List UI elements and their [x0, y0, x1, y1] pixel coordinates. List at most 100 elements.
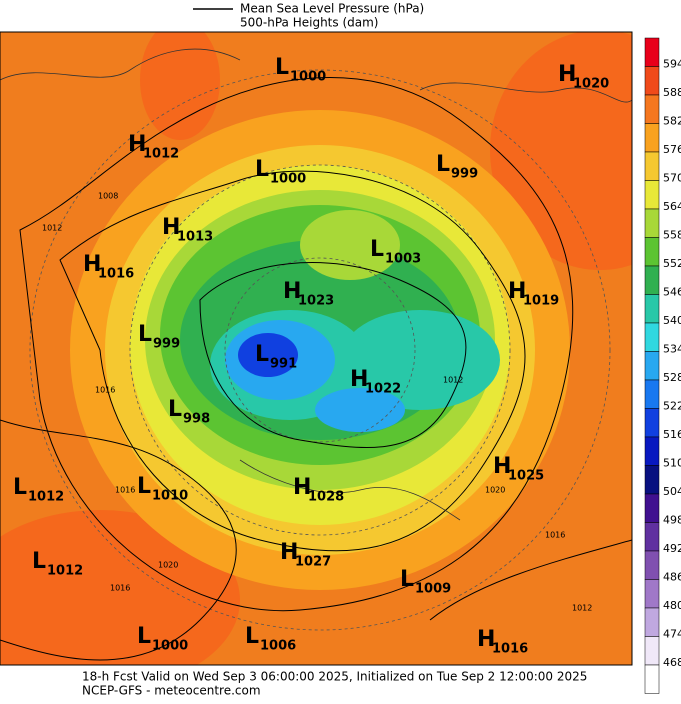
center-type: H [280, 540, 298, 565]
center-pressure: 998 [183, 412, 210, 427]
center-pressure: 999 [153, 337, 180, 352]
center-type: L [137, 624, 151, 649]
center-type: L [137, 474, 151, 499]
coastline [0, 48, 241, 81]
latitude-circle [29, 69, 611, 631]
center-type: H [83, 252, 101, 277]
colorbar-swatch [644, 123, 660, 153]
colorbar-label: 570 [663, 172, 681, 185]
isobar [59, 170, 526, 552]
colorbar-label: 558 [663, 229, 681, 242]
colorbar-label: 588 [663, 86, 681, 99]
colorbar: 594 588 582 576 570 564 558 552 546 540 534 528 522 5… [644, 37, 681, 694]
center-type: H [350, 367, 368, 392]
center-pressure: 1016 [492, 642, 528, 657]
center-pressure: 1010 [152, 489, 188, 504]
isobar-label: 1016 [545, 531, 565, 540]
colorbar-swatch [644, 379, 660, 409]
isobar [199, 262, 467, 449]
center-type: L [168, 397, 182, 422]
colorbar-label: 528 [663, 371, 681, 384]
colorbar-label: 564 [663, 200, 681, 213]
colorbar-label: 576 [663, 143, 681, 156]
colorbar-swatch [644, 664, 660, 694]
center-pressure: 991 [270, 357, 297, 372]
center-type: L [13, 475, 27, 500]
center-pressure: 1027 [295, 555, 331, 570]
center-type: H [293, 475, 311, 500]
colorbar-swatch [644, 208, 660, 238]
colorbar-swatch [644, 66, 660, 96]
center-type: L [255, 157, 269, 182]
isobar-label: 1012 [42, 224, 62, 233]
colorbar-swatch [644, 607, 660, 637]
center-type: H [128, 132, 146, 157]
colorbar-label: 522 [663, 400, 681, 413]
isobar-label: 1020 [158, 561, 178, 570]
center-pressure: 1013 [177, 230, 213, 245]
colorbar-swatch [644, 636, 660, 666]
footer-text: NCEP-GFS - meteocentre.com [82, 684, 261, 698]
colorbar-swatch [644, 265, 660, 295]
center-pressure: 1006 [260, 639, 296, 654]
center-type: L [370, 237, 384, 262]
center-type: H [508, 279, 526, 304]
center-pressure: 1000 [270, 172, 306, 187]
map-frame [0, 31, 633, 666]
isobar-label: 1016 [95, 386, 115, 395]
center-pressure: 1000 [290, 70, 326, 85]
colorbar-swatch [644, 579, 660, 609]
center-type: H [283, 279, 301, 304]
center-type: L [245, 624, 259, 649]
colorbar-label: 480 [663, 599, 681, 612]
colorbar-label: 474 [663, 628, 681, 641]
center-type: H [162, 215, 180, 240]
colorbar-label: 540 [663, 314, 681, 327]
colorbar-swatch [644, 550, 660, 580]
center-type: H [493, 454, 511, 479]
center-pressure: 1023 [298, 294, 334, 309]
isobar [19, 77, 574, 612]
center-type: L [255, 342, 269, 367]
center-pressure: 1022 [365, 382, 401, 397]
isobar-label: 1012 [572, 604, 592, 613]
center-type: L [436, 152, 450, 177]
colorbar-swatch [644, 37, 660, 67]
center-pressure: 999 [451, 167, 478, 182]
isobar-label: 1008 [98, 192, 118, 201]
center-pressure: 1003 [385, 252, 421, 267]
center-type: L [32, 549, 46, 574]
colorbar-label: 534 [663, 343, 681, 356]
colorbar-label: 504 [663, 485, 681, 498]
isobar-label: 1016 [115, 486, 135, 495]
colorbar-swatch [644, 522, 660, 552]
colorbar-swatch [644, 465, 660, 495]
isobar [0, 419, 237, 661]
colorbar-label: 492 [663, 542, 681, 555]
colorbar-swatch [644, 408, 660, 438]
colorbar-swatch [644, 151, 660, 181]
center-type: H [558, 62, 576, 87]
colorbar-label: 582 [663, 115, 681, 128]
legend-text: Mean Sea Level Pressure (hPa) [240, 2, 424, 16]
isobar [429, 539, 632, 621]
colorbar-label: 546 [663, 286, 681, 299]
colorbar-label: 516 [663, 428, 681, 441]
isobar-label: 1016 [110, 584, 130, 593]
center-type: L [138, 322, 152, 347]
center-type: L [400, 567, 414, 592]
isobar-label: 1020 [485, 486, 505, 495]
field [238, 333, 298, 377]
center-type: H [477, 627, 495, 652]
colorbar-label: 510 [663, 457, 681, 470]
field [315, 388, 405, 432]
colorbar-swatch [644, 493, 660, 523]
coastline [239, 459, 461, 521]
colorbar-label: 498 [663, 514, 681, 527]
center-pressure: 1012 [28, 490, 64, 505]
center-pressure: 1012 [47, 564, 83, 579]
colorbar-swatch [644, 237, 660, 267]
